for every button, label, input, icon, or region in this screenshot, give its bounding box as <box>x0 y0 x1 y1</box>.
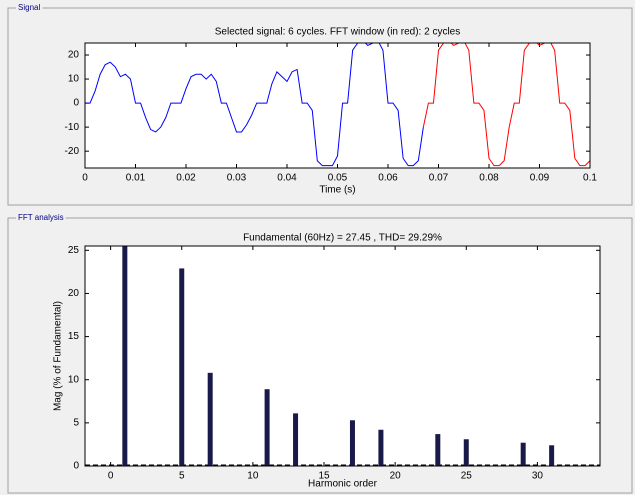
bar <box>435 434 441 466</box>
bar <box>179 268 185 466</box>
y-tick-label: 0 <box>73 461 79 472</box>
signal-line <box>422 43 590 167</box>
y-tick-label: 15 <box>68 331 80 342</box>
y-tick-label: -20 <box>65 146 80 157</box>
panel-title: Signal <box>18 3 40 12</box>
y-tick-label: 20 <box>68 288 80 299</box>
chart-title: Selected signal: 6 cycles. FFT window (i… <box>215 27 460 38</box>
x-tick-label: 0.03 <box>227 173 247 184</box>
fft-panel <box>7 217 633 494</box>
y-axis-label: Mag (% of Fundamental) <box>53 301 64 411</box>
panel-title: FFT analysis <box>18 213 64 222</box>
x-tick-label: 25 <box>461 471 473 482</box>
bar <box>463 439 469 466</box>
bar <box>293 413 299 466</box>
plot-area <box>85 246 600 466</box>
bar <box>349 420 355 466</box>
y-tick-label: 10 <box>68 374 80 385</box>
bar <box>520 442 526 466</box>
x-tick-label: 10 <box>247 471 259 482</box>
bar <box>549 445 555 466</box>
panel-title-bg <box>16 3 43 13</box>
signal-panel <box>7 7 633 206</box>
x-tick-label: 0.07 <box>429 173 449 184</box>
x-tick-label: 0.09 <box>530 173 550 184</box>
x-tick-label: 0.06 <box>378 173 398 184</box>
x-tick-label: 5 <box>179 471 185 482</box>
x-tick-label: 15 <box>318 471 330 482</box>
x-axis-label: Time (s) <box>319 185 355 196</box>
x-tick-label: 20 <box>390 471 402 482</box>
axes-frame <box>84 245 601 467</box>
y-tick-label: -10 <box>65 122 80 133</box>
y-tick-label: 0 <box>73 98 79 109</box>
y-tick-label: 25 <box>68 245 80 256</box>
x-tick-label: 0 <box>108 471 114 482</box>
x-tick-label: 0.01 <box>126 173 146 184</box>
bar <box>122 246 128 466</box>
bar <box>378 429 384 466</box>
x-axis-label: Harmonic order <box>308 479 378 490</box>
panel-title-bg <box>16 213 66 223</box>
chart-title: Fundamental (60Hz) = 27.45 , THD= 29.29% <box>243 233 442 244</box>
x-tick-label: 0 <box>82 173 88 184</box>
signal-line <box>85 43 424 167</box>
y-tick-label: 5 <box>73 418 79 429</box>
plot-marks <box>85 246 600 466</box>
plot-marks <box>85 43 590 167</box>
axes-frame <box>84 42 591 169</box>
x-tick-label: 0.05 <box>328 173 348 184</box>
x-tick-label: 0.1 <box>583 173 597 184</box>
y-tick-label: 10 <box>68 74 80 85</box>
x-tick-label: 30 <box>532 471 544 482</box>
y-tick-label: 20 <box>68 50 80 61</box>
bar <box>207 372 213 466</box>
x-tick-label: 0.08 <box>479 173 499 184</box>
x-tick-label: 0.02 <box>176 173 196 184</box>
bar <box>264 389 270 466</box>
x-tick-label: 0.04 <box>277 173 297 184</box>
